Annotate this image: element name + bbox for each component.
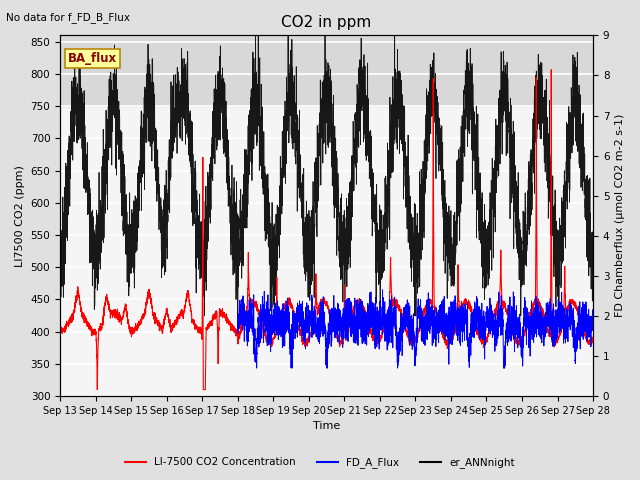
Title: CO2 in ppm: CO2 in ppm [282,15,372,30]
Y-axis label: LI7500 CO2 (ppm): LI7500 CO2 (ppm) [15,165,25,267]
Y-axis label: FD Chamberflux (μmol CO2 m-2 s-1): FD Chamberflux (μmol CO2 m-2 s-1) [615,114,625,317]
Bar [60,36,593,106]
Legend: LI-7500 CO2 Concentration, FD_A_Flux, er_ANNnight: LI-7500 CO2 Concentration, FD_A_Flux, er… [121,453,519,472]
Text: BA_flux: BA_flux [68,51,117,65]
Text: No data for f_FD_B_Flux: No data for f_FD_B_Flux [6,12,131,23]
X-axis label: Time: Time [313,421,340,432]
